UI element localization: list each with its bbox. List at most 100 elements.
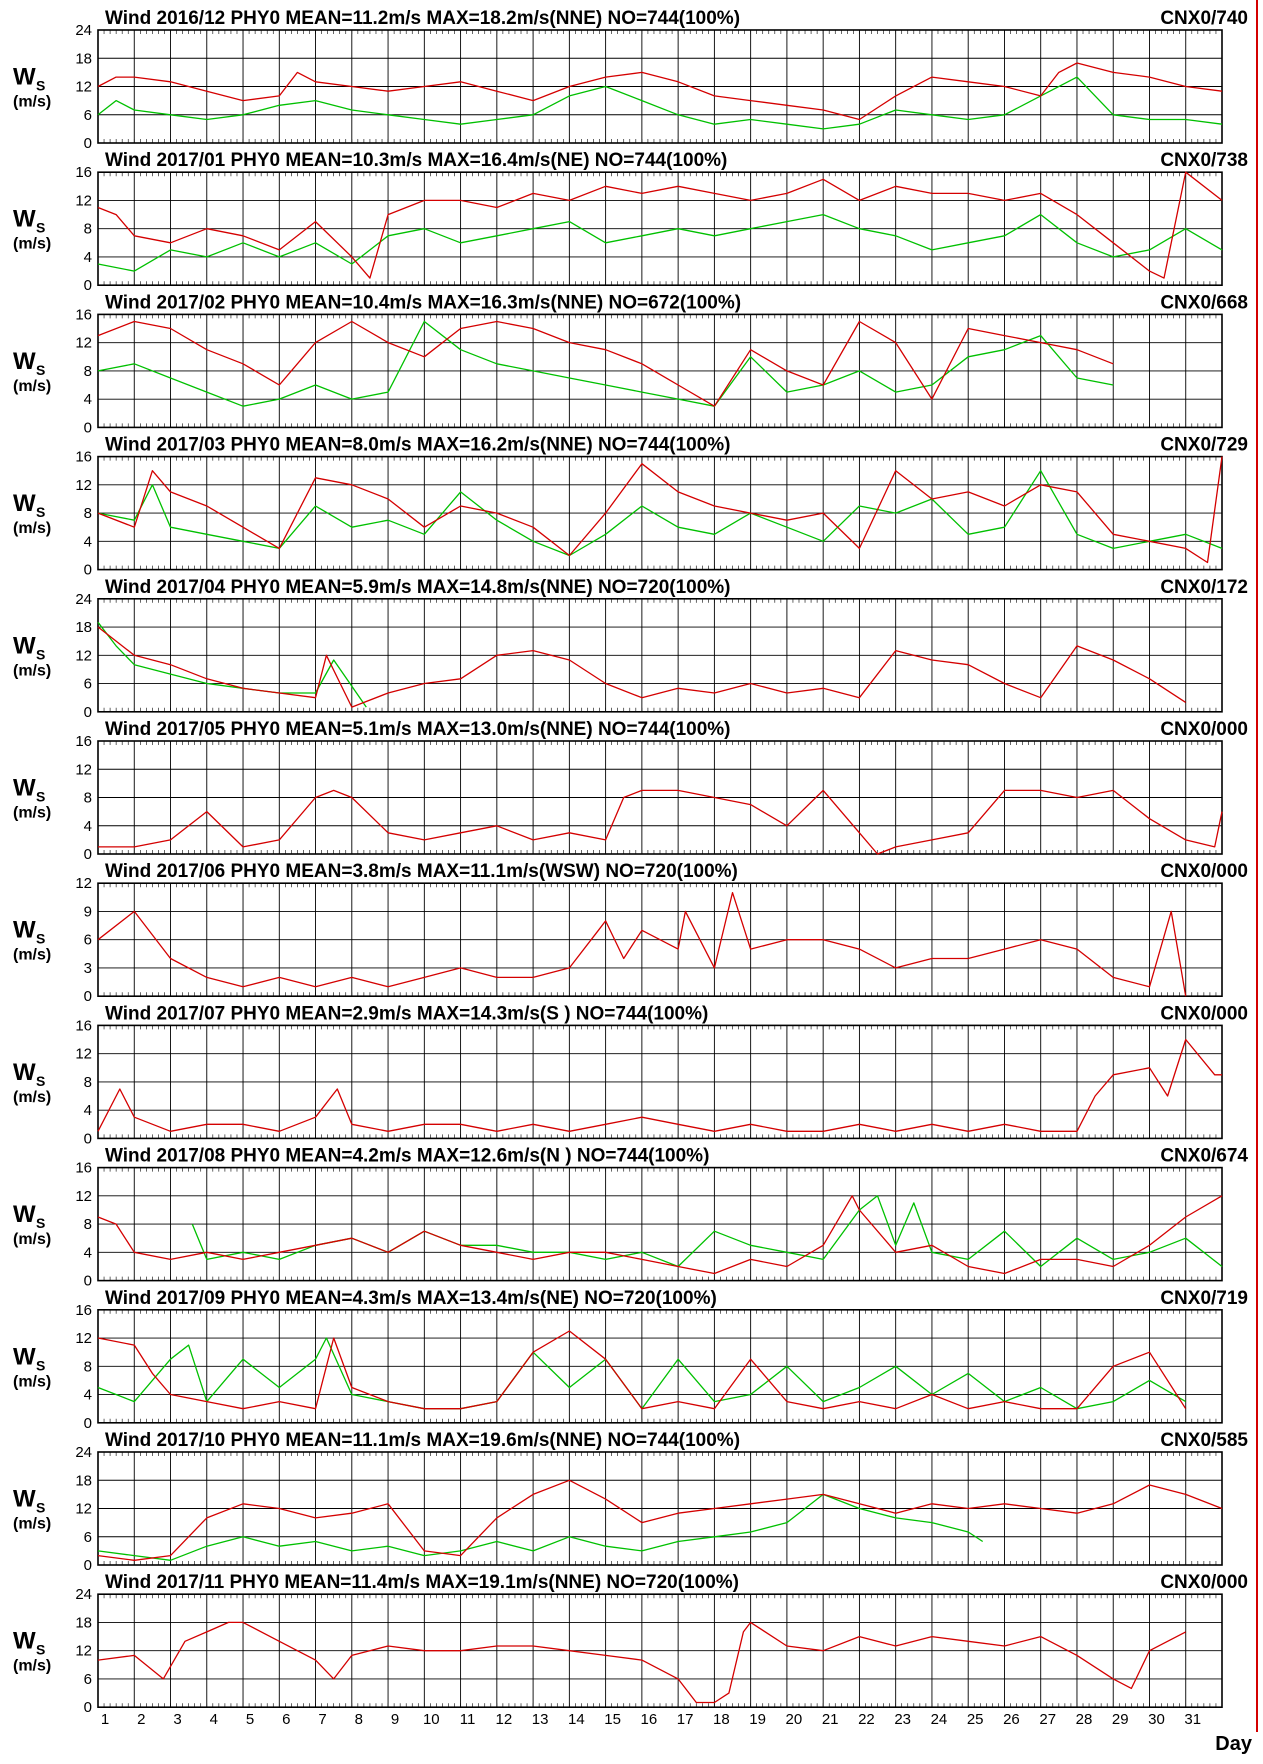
panel-station-code: CNX0/738 xyxy=(1160,150,1248,171)
panel-station-code: CNX0/172 xyxy=(1160,577,1248,598)
series-line-green xyxy=(97,1493,984,1561)
y-tick-label: 18 xyxy=(75,619,92,636)
panel-station-code: CNX0/585 xyxy=(1160,1430,1248,1451)
y-tick-label: 12 xyxy=(75,1501,92,1518)
y-tick-label: 0 xyxy=(84,846,92,863)
y-tick-label: 0 xyxy=(84,704,92,721)
y-tick-label: 0 xyxy=(84,1273,92,1290)
y-axis-label-subscript: S xyxy=(36,78,45,94)
y-axis-unit: (m/s) xyxy=(13,947,51,964)
y-axis-label-subscript: S xyxy=(36,931,45,947)
y-axis-label-subscript: S xyxy=(36,1073,45,1089)
panel-title: Wind 2017/11 PHY0 MEAN=11.4m/s MAX=19.1m… xyxy=(105,1572,739,1593)
panel-frame xyxy=(97,597,1223,713)
y-tick-label: 8 xyxy=(84,363,92,380)
y-tick-label: 12 xyxy=(75,1330,92,1347)
y-tick-label: 0 xyxy=(84,277,92,294)
y-tick-label: 0 xyxy=(84,419,92,436)
panel-station-code: CNX0/719 xyxy=(1160,1288,1248,1309)
panel-station-code: CNX0/674 xyxy=(1160,1146,1248,1167)
panel-frame xyxy=(97,1166,1223,1282)
panel-title: Wind 2017/04 PHY0 MEAN=5.9m/s MAX=14.8m/… xyxy=(105,577,731,598)
y-axis-label: W xyxy=(13,348,36,375)
y-tick-label: 16 xyxy=(75,1017,92,1034)
y-tick-label: 24 xyxy=(75,1444,92,1461)
series-line-green xyxy=(97,621,367,708)
y-tick-label: 4 xyxy=(84,533,92,550)
y-axis-label-subscript: S xyxy=(36,789,45,805)
y-tick-label: 24 xyxy=(75,591,92,608)
y-axis-unit: (m/s) xyxy=(13,662,51,679)
y-tick-label: 12 xyxy=(75,1046,92,1063)
y-tick-label: 12 xyxy=(75,192,92,209)
y-axis-label: W xyxy=(13,490,36,517)
y-tick-label: 12 xyxy=(75,1188,92,1205)
y-axis-label-subscript: S xyxy=(36,362,45,378)
y-axis-unit: (m/s) xyxy=(13,1658,51,1675)
series-line-red xyxy=(98,789,1223,855)
y-tick-label: 16 xyxy=(75,164,92,181)
panel-title: Wind 2017/02 PHY0 MEAN=10.4m/s MAX=16.3m… xyxy=(105,292,741,313)
y-tick-label: 0 xyxy=(84,988,92,1005)
y-tick-label: 0 xyxy=(84,1557,92,1574)
panel-title: Wind 2017/09 PHY0 MEAN=4.3m/s MAX=13.4m/… xyxy=(105,1288,717,1309)
y-tick-label: 16 xyxy=(75,1160,92,1177)
y-axis-label: W xyxy=(13,632,36,659)
y-axis-label: W xyxy=(13,1201,36,1228)
panel-title: Wind 2017/08 PHY0 MEAN=4.2m/s MAX=12.6m/… xyxy=(105,1146,709,1167)
y-tick-label: 4 xyxy=(84,1102,92,1119)
panel-title: Wind 2017/06 PHY0 MEAN=3.8m/s MAX=11.1m/… xyxy=(105,861,738,882)
y-tick-label: 4 xyxy=(84,391,92,408)
y-tick-label: 6 xyxy=(84,676,92,693)
y-axis-unit: (m/s) xyxy=(13,805,51,822)
y-tick-label: 4 xyxy=(84,249,92,266)
y-tick-label: 12 xyxy=(75,335,92,352)
panel-station-code: CNX0/729 xyxy=(1160,435,1248,456)
y-tick-label: 9 xyxy=(84,903,92,920)
y-axis-label: W xyxy=(13,1343,36,1370)
y-axis-unit: (m/s) xyxy=(13,1373,51,1390)
panel-frame xyxy=(97,1309,1223,1424)
panel-frame xyxy=(97,740,1223,855)
panel-station-code: CNX0/740 xyxy=(1160,8,1248,29)
y-tick-label: 18 xyxy=(75,50,92,67)
y-tick-label: 6 xyxy=(84,932,92,949)
y-axis-label-subscript: S xyxy=(36,1500,45,1516)
y-tick-label: 8 xyxy=(84,1358,92,1375)
y-tick-label: 6 xyxy=(84,1529,92,1546)
y-tick-label: 8 xyxy=(84,505,92,522)
panel-frame xyxy=(97,1024,1223,1140)
series-line-red xyxy=(97,1479,1223,1561)
y-tick-label: 0 xyxy=(84,562,92,579)
series-line-red xyxy=(97,62,1223,121)
y-axis-unit: (m/s) xyxy=(13,236,51,253)
y-axis-label: W xyxy=(13,1628,36,1655)
y-axis-unit: (m/s) xyxy=(13,520,51,537)
y-axis-unit: (m/s) xyxy=(13,94,51,111)
series-line-red xyxy=(97,1330,1187,1410)
series-line-green xyxy=(97,470,1223,557)
y-axis-unit: (m/s) xyxy=(13,1516,51,1533)
y-axis-label-subscript: S xyxy=(36,220,45,236)
panel-frame xyxy=(97,171,1223,286)
y-axis-label: W xyxy=(13,775,36,802)
panel-title: Wind 2016/12 PHY0 MEAN=11.2m/s MAX=18.2m… xyxy=(105,8,740,29)
series-line-red xyxy=(97,891,1187,997)
panel-station-code: CNX0/000 xyxy=(1160,719,1248,740)
x-axis-label: Day xyxy=(1215,1733,1253,1755)
y-tick-label: 3 xyxy=(84,960,92,977)
panel-station-code: CNX0/000 xyxy=(1160,861,1248,882)
y-axis-label-subscript: S xyxy=(36,1642,45,1658)
y-tick-label: 16 xyxy=(75,449,92,466)
y-tick-label: 12 xyxy=(75,79,92,96)
series-line-green xyxy=(97,76,1223,130)
series-line-red xyxy=(97,171,1223,279)
y-axis-label-subscript: S xyxy=(36,1215,45,1231)
y-axis-label: W xyxy=(13,64,36,91)
y-axis-label: W xyxy=(13,206,36,233)
y-tick-label: 8 xyxy=(84,790,92,807)
panel-title: Wind 2017/03 PHY0 MEAN=8.0m/s MAX=16.2m/… xyxy=(105,435,731,456)
y-axis-label: W xyxy=(13,1059,36,1086)
y-axis-label-subscript: S xyxy=(36,504,45,520)
y-tick-label: 0 xyxy=(84,1130,92,1147)
